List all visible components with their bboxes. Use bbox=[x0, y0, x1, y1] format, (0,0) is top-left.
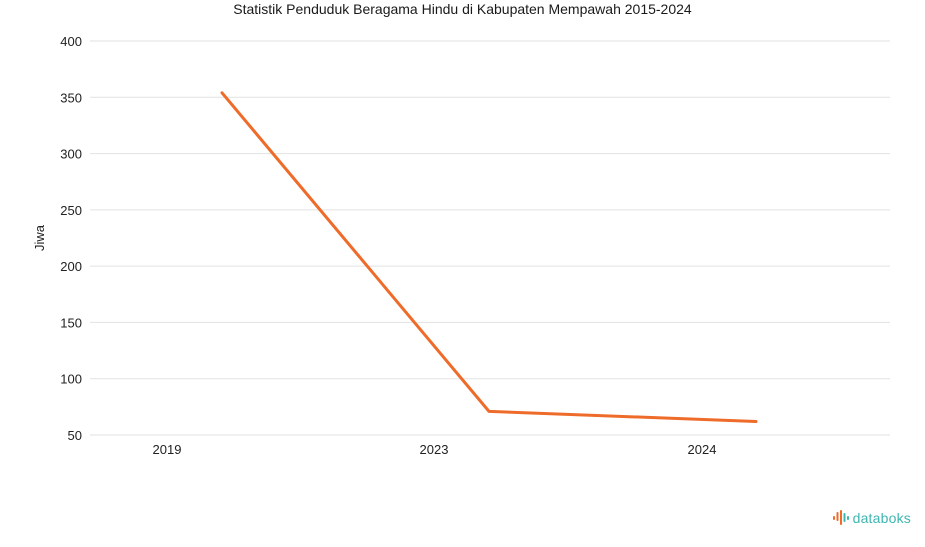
y-axis-label: Jiwa bbox=[32, 224, 47, 251]
y-tick-label: 100 bbox=[60, 372, 82, 387]
x-tick-label: 2019 bbox=[153, 442, 182, 457]
y-tick-label: 50 bbox=[68, 428, 82, 443]
x-tick-label: 2024 bbox=[688, 442, 717, 457]
series-lines bbox=[220, 91, 758, 423]
chart-title: Statistik Penduduk Beragama Hindu di Kab… bbox=[233, 1, 692, 17]
y-tick-label: 150 bbox=[60, 315, 82, 330]
x-tick-label: 2023 bbox=[420, 442, 449, 457]
y-tick-label: 250 bbox=[60, 203, 82, 218]
databoks-logo-icon bbox=[832, 510, 849, 525]
x-axis-ticks: 2019 2023 2024 bbox=[153, 442, 717, 457]
y-tick-label: 400 bbox=[60, 34, 82, 49]
series-line bbox=[220, 91, 758, 423]
y-axis-ticks: 50 100 150 200 250 300 350 400 bbox=[60, 34, 82, 443]
gridlines bbox=[90, 40, 890, 436]
y-tick-label: 350 bbox=[60, 90, 82, 105]
brand-logo: databoks bbox=[832, 509, 911, 526]
brand-name: databoks bbox=[852, 509, 911, 526]
y-tick-label: 200 bbox=[60, 259, 82, 274]
y-tick-label: 300 bbox=[60, 147, 82, 162]
